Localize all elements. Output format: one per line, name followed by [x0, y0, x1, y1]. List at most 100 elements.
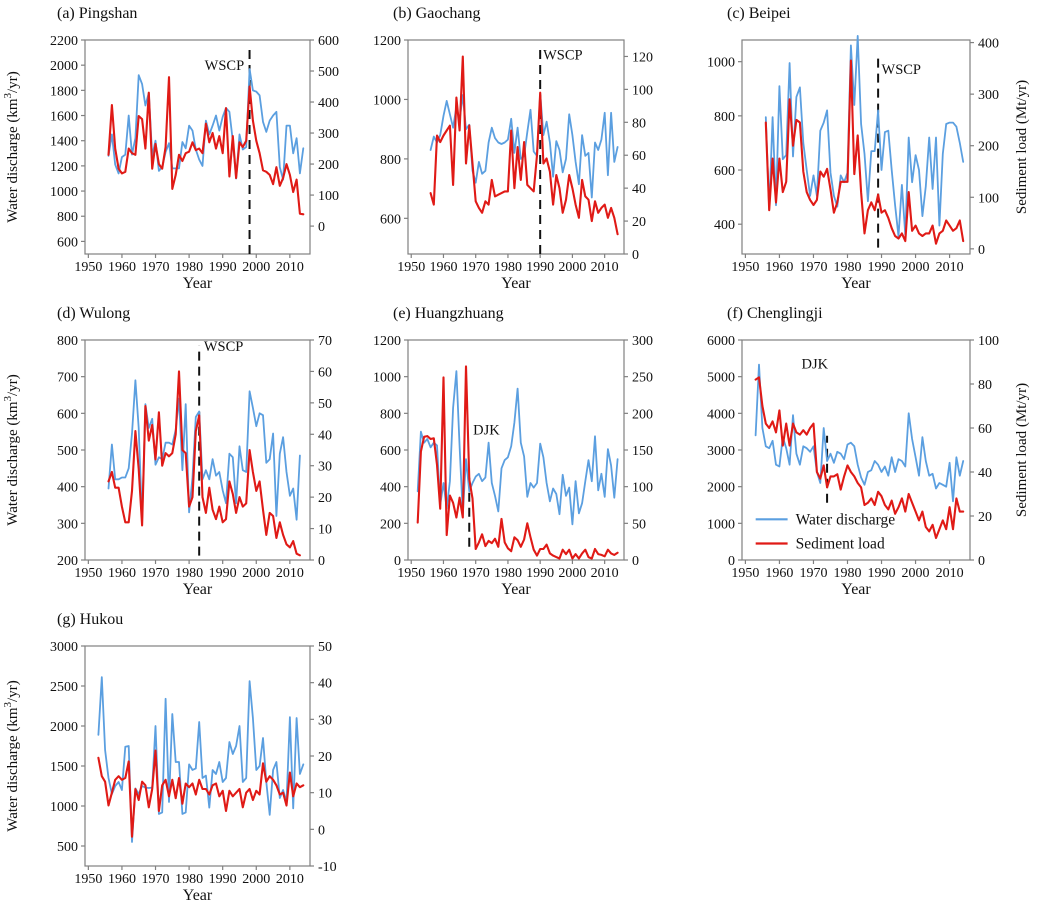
left-tick-label: 600 — [714, 164, 735, 179]
panel-c: 1950 1960 1970 1980 1990 2000 2010 Year 400 600 80… — [680, 0, 1038, 305]
x-tick-label: 2010 — [936, 566, 964, 581]
x-axis-title: Year — [183, 275, 213, 292]
right-tick-label: 70 — [318, 334, 332, 349]
left-tick-label: 1000 — [50, 185, 78, 200]
panel-b: 1950 1960 1970 1980 1990 2000 2010 Year 600 800 10… — [350, 0, 680, 305]
x-tick-label: 1980 — [175, 566, 203, 581]
x-tick-label: 2000 — [242, 872, 270, 887]
x-tick-label: 1970 — [142, 872, 170, 887]
right-tick-label: 50 — [632, 517, 646, 532]
x-tick-label: 2000 — [242, 260, 270, 275]
panel-title: (f) Chenglingji — [727, 305, 823, 322]
plot-frame — [741, 39, 971, 255]
sediment-load-line — [429, 55, 619, 236]
left-tick-label: 1800 — [50, 84, 78, 99]
left-tick-label: 1200 — [373, 34, 401, 49]
right-tick-label: 100 — [978, 334, 999, 349]
x-tick-label: 2000 — [242, 566, 270, 581]
right-tick-label: 200 — [978, 140, 999, 155]
left-tick-label: 600 — [57, 407, 78, 422]
left-tick-label: 3000 — [50, 640, 78, 655]
plot-frame — [84, 39, 311, 255]
right-tick-label: 200 — [318, 158, 339, 173]
right-tick-label: 0 — [978, 554, 985, 569]
panel-title: (g) Hukou — [57, 611, 123, 628]
left-tick-label: 1000 — [373, 371, 401, 386]
chart-svg-c: 1950 1960 1970 1980 1990 2000 2010Year40060080… — [707, 5, 1030, 292]
panel-f: 1950 1960 1970 1980 1990 2000 2010 Year 0 1000 200… — [680, 300, 1038, 611]
sediment-load-line — [754, 376, 965, 540]
right-tick-label: 0 — [318, 220, 325, 235]
event-label: DJK — [473, 423, 500, 439]
water-discharge-line — [107, 68, 305, 181]
right-tick-label: 0 — [978, 243, 985, 258]
left-tick-label: 1500 — [50, 760, 78, 775]
left-axis-title: Water discharge (km3/yr) — [2, 680, 21, 831]
event-label: DJK — [802, 357, 829, 373]
x-tick-label: 1960 — [108, 872, 136, 887]
left-tick-label: 2500 — [50, 680, 78, 695]
water-discharge-line — [754, 363, 965, 503]
right-tick-label: 50 — [318, 640, 332, 655]
left-tick-label: 500 — [57, 840, 78, 855]
left-tick-label: 300 — [57, 517, 78, 532]
chart-svg-a: 1950 1960 1970 1980 1990 2000 2010Year60080010… — [2, 5, 339, 292]
sediment-load-line — [97, 749, 305, 838]
event-label: WSCP — [204, 339, 244, 355]
right-tick-label: 100 — [632, 481, 653, 496]
right-tick-label: 10 — [318, 787, 332, 802]
left-tick-label: 1000 — [373, 93, 401, 108]
right-tick-label: 600 — [318, 34, 339, 49]
event-label: WSCP — [205, 58, 245, 74]
panel-e: 1950 1960 1970 1980 1990 2000 2010 Year 0 200 400 6… — [350, 300, 680, 611]
right-tick-label: 40 — [318, 677, 332, 692]
chart-svg-f: 1950 1960 1970 1980 1990 2000 2010Year01000200… — [707, 305, 1030, 598]
x-tick-label: 2000 — [558, 260, 586, 275]
x-tick-label: 1950 — [74, 566, 102, 581]
x-tick-label: 1990 — [868, 566, 896, 581]
right-tick-label: 300 — [978, 88, 999, 103]
right-tick-label: 40 — [318, 428, 332, 443]
left-axis-title: Water discharge (km3/yr) — [2, 374, 21, 525]
x-tick-label: 2000 — [558, 566, 586, 581]
x-tick-label: 1980 — [833, 260, 861, 275]
left-tick-label: 200 — [57, 554, 78, 569]
left-tick-label: 1000 — [50, 800, 78, 815]
x-tick-label: 1980 — [494, 260, 522, 275]
panel-title: (c) Beipei — [727, 5, 791, 22]
plot-frame — [407, 339, 625, 561]
x-tick-label: 2010 — [276, 872, 304, 887]
x-tick-label: 1990 — [209, 872, 237, 887]
left-tick-label: 1000 — [707, 56, 735, 71]
x-tick-label: 1990 — [209, 566, 237, 581]
left-tick-label: 500 — [57, 444, 78, 459]
right-tick-label: 20 — [632, 215, 646, 230]
x-tick-label: 1960 — [108, 260, 136, 275]
event-label: WSCP — [543, 47, 583, 63]
x-tick-label: 2010 — [276, 260, 304, 275]
right-tick-label: 20 — [978, 510, 992, 525]
left-tick-label: 0 — [394, 554, 401, 569]
right-tick-label: 120 — [632, 50, 653, 65]
left-tick-label: 400 — [380, 481, 401, 496]
chart-svg-d: 1950 1960 1970 1980 1990 2000 2010Year20030040… — [2, 305, 332, 598]
right-tick-label: 50 — [318, 397, 332, 412]
x-tick-label: 1980 — [175, 872, 203, 887]
x-tick-label: 1950 — [74, 872, 102, 887]
x-tick-label: 1990 — [526, 260, 554, 275]
x-tick-label: 1970 — [142, 566, 170, 581]
x-tick-label: 1960 — [765, 566, 793, 581]
x-tick-label: 1970 — [462, 566, 490, 581]
right-tick-label: 200 — [632, 407, 653, 422]
left-tick-label: 6000 — [707, 334, 735, 349]
right-tick-label: 30 — [318, 460, 332, 475]
x-tick-label: 2000 — [902, 260, 930, 275]
x-tick-label: 1980 — [494, 566, 522, 581]
x-tick-label: 2000 — [902, 566, 930, 581]
panel-title: (d) Wulong — [57, 305, 130, 322]
right-tick-label: 0 — [632, 554, 639, 569]
left-tick-label: 5000 — [707, 371, 735, 386]
left-tick-label: 800 — [380, 407, 401, 422]
left-tick-label: 800 — [714, 110, 735, 125]
